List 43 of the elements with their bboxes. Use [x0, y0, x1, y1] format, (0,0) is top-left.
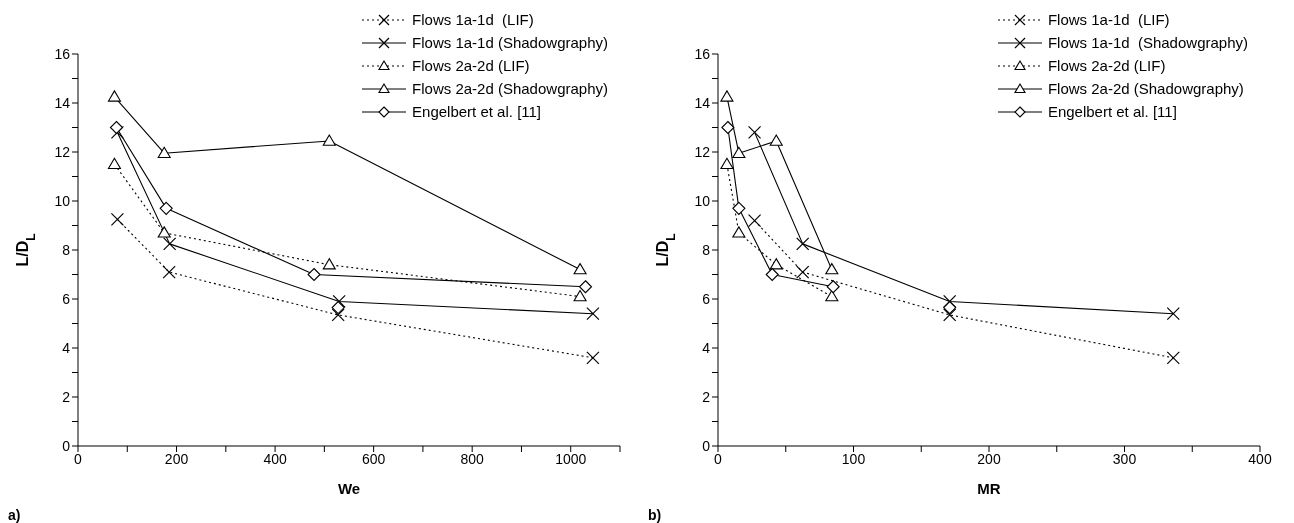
- y-tick-label: 6: [62, 290, 71, 307]
- y-tick-label: 16: [694, 45, 711, 62]
- legend-label: Engelbert et al. [11]: [412, 102, 542, 122]
- x-axis-title: We: [337, 480, 361, 497]
- y-tick-label: 8: [702, 241, 711, 258]
- legend-label: Flows 2a-2d (Shadowgraphy): [1047, 79, 1244, 99]
- legend-label: Flows 2a-2d (LIF): [1047, 56, 1166, 76]
- y-tick-label: 2: [62, 388, 71, 405]
- legend-label: Flows 1a-1d (Shadowgraphy): [412, 33, 608, 53]
- legend-label: Flows 2a-2d (Shadowgraphy): [412, 79, 608, 99]
- x-tick-label: 0: [714, 450, 723, 467]
- y-tick-label: 12: [694, 143, 711, 160]
- y-tick-label: 14: [694, 94, 711, 111]
- x-tick-label: 1000: [555, 450, 587, 467]
- x-tick-label: 800: [460, 450, 485, 467]
- y-tick-label: 4: [702, 339, 711, 356]
- y-tick-label: 2: [702, 388, 711, 405]
- y-tick-label: 0: [702, 437, 711, 454]
- y-tick-label: 10: [54, 192, 71, 209]
- legend-label: Flows 1a-1d (LIF): [1047, 10, 1170, 30]
- y-tick-label: 0: [62, 437, 71, 454]
- y-tick-label: 10: [694, 192, 711, 209]
- legend-label: Flows 2a-2d (LIF): [412, 56, 530, 76]
- y-tick-label: 6: [702, 290, 711, 307]
- text: b): [648, 507, 662, 523]
- x-axis-title: MR: [977, 480, 1001, 497]
- x-tick-label: 0: [74, 450, 83, 467]
- legend-label: Engelbert et al. [11]: [1047, 102, 1177, 122]
- text: a): [8, 507, 21, 523]
- x-tick-label: 100: [841, 450, 866, 467]
- y-tick-label: 12: [54, 143, 71, 160]
- y-tick-label: 16: [54, 45, 71, 62]
- x-tick-label: 200: [164, 450, 189, 467]
- y-tick-label: 4: [62, 339, 71, 356]
- x-tick-label: 300: [1112, 450, 1137, 467]
- x-tick-label: 400: [263, 450, 287, 467]
- y-tick-label: 8: [62, 241, 71, 258]
- y-tick-label: 14: [54, 94, 71, 111]
- x-tick-label: 400: [1248, 450, 1272, 467]
- legend-label: Flows 1a-1d (LIF): [412, 10, 534, 30]
- x-tick-label: 200: [977, 450, 1001, 467]
- legend-label: Flows 1a-1d (Shadowgraphy): [1047, 33, 1248, 53]
- x-tick-label: 600: [361, 450, 386, 467]
